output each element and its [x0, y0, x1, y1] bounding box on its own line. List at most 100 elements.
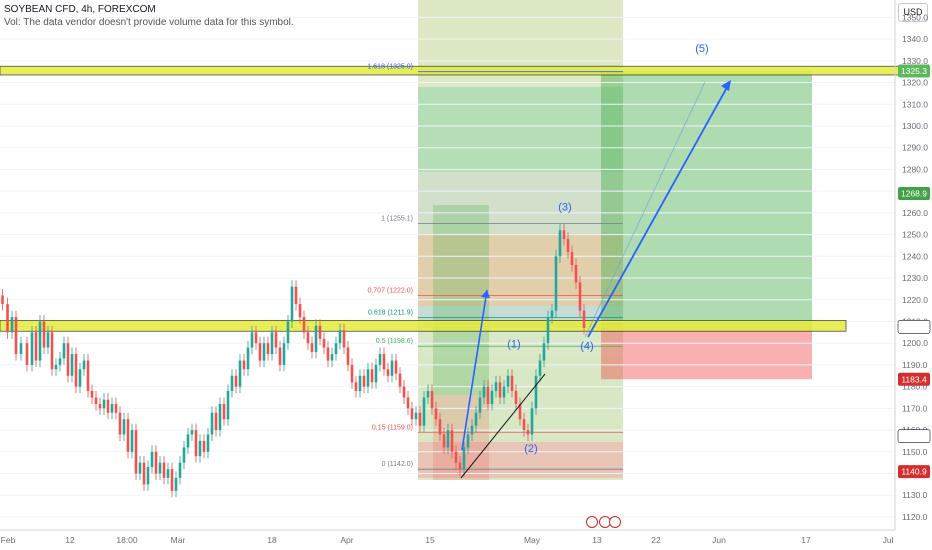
candle-body	[374, 364, 378, 383]
candle-body	[166, 469, 170, 478]
candle-body	[490, 390, 494, 405]
us-flag-icon[interactable]	[599, 516, 611, 528]
y-tick-label: 1310.0	[902, 99, 928, 109]
candle-body	[230, 375, 234, 391]
candle-body	[578, 282, 582, 311]
candle-body	[214, 412, 218, 431]
price-badge	[898, 64, 930, 78]
candle-body	[430, 390, 434, 409]
candle-body	[298, 304, 302, 318]
candle-body	[582, 310, 586, 328]
candle-body	[534, 375, 538, 409]
us-flag-icon[interactable]	[586, 516, 598, 528]
x-tick-label: 17	[801, 535, 811, 545]
candle-body	[562, 230, 566, 239]
fib-label: 0.15 (1159.0)	[372, 424, 413, 431]
fib-retracement[interactable]: 0 (1142.0) 0.15 (1159.0) 0.5 (1198.6) 0.618…	[367, 64, 623, 470]
y-tick-label: 1340.0	[902, 34, 928, 44]
candle-body	[10, 317, 14, 333]
x-tick-label: Feb	[1, 535, 16, 545]
grid	[0, 16, 895, 518]
candle-body	[110, 404, 114, 413]
candle-body	[446, 430, 450, 448]
arrow-wave5[interactable]	[587, 81, 731, 338]
candle-body	[34, 332, 38, 361]
y-tick-label: 1290.0	[902, 143, 928, 153]
candle-body	[30, 332, 34, 365]
projection-column	[418, 0, 623, 480]
candle-body	[146, 467, 150, 485]
candle-body	[42, 321, 46, 348]
candle-body	[546, 317, 550, 344]
event-flags[interactable]	[586, 516, 621, 528]
candle-body	[98, 404, 102, 409]
candle-body	[202, 440, 206, 452]
candle-body	[478, 397, 482, 413]
fib-label: 0.618 (1211.9)	[368, 309, 413, 316]
candle-body	[346, 347, 350, 365]
candle-body	[226, 390, 230, 420]
fib-label: 1 (1255.1)	[381, 216, 413, 223]
price-badge-label: 1268.9	[901, 189, 927, 199]
candle-body	[314, 325, 318, 352]
candle-body	[218, 404, 222, 431]
long-profit-zone[interactable]	[601, 71, 812, 327]
y-tick-label: 1180.0	[902, 382, 928, 392]
candle-body	[278, 347, 282, 365]
candle-body	[538, 360, 542, 376]
candle-body	[50, 332, 54, 370]
price-badge	[897, 320, 931, 334]
candle-body	[170, 469, 174, 491]
candle-body	[19, 343, 23, 355]
candle-body	[414, 412, 418, 420]
long-position-tool[interactable]	[601, 71, 812, 380]
long-stop-zone[interactable]	[601, 326, 812, 380]
fib-zone-1	[418, 234, 623, 306]
candle-body	[358, 375, 362, 391]
wave-label: (4)	[580, 341, 593, 353]
candle-body	[186, 434, 190, 448]
arrowhead-wave5	[721, 80, 731, 91]
currency-button[interactable]: USD	[898, 3, 928, 22]
wave-label: (1)	[507, 339, 520, 351]
candle-body	[14, 317, 18, 355]
x-tick-label: 18	[267, 535, 277, 545]
candle-body	[530, 408, 534, 435]
candle-body	[246, 347, 250, 370]
resistance-zone[interactable]	[0, 65, 921, 76]
candle-body	[338, 330, 342, 344]
trend-arrows[interactable]	[460, 80, 731, 479]
symbol-title[interactable]: SOYBEAN CFD, 4h, FOREXCOM	[4, 4, 156, 15]
trendline[interactable]	[460, 373, 546, 479]
candle-body	[526, 430, 530, 435]
candle-body	[286, 321, 290, 344]
y-tick-label: 1330.0	[902, 56, 928, 66]
candle-body	[130, 430, 134, 452]
y-tick-label: 1200.0	[902, 338, 928, 348]
wave-label: (5)	[695, 43, 708, 55]
arrow-wave5-alt[interactable]	[584, 81, 706, 338]
price-axis[interactable]: 1120.01130.01140.01150.01160.01170.01180…	[902, 12, 928, 522]
arrow-prior[interactable]	[461, 289, 488, 451]
support-zone[interactable]	[0, 319, 847, 332]
candle-body	[390, 360, 394, 376]
x-tick-label: 15	[425, 535, 435, 545]
candle-body	[162, 462, 166, 478]
y-tick-label: 1190.0	[902, 360, 928, 370]
candle-body	[274, 332, 278, 348]
candle-body	[74, 354, 78, 387]
us-flag-icon[interactable]	[609, 516, 621, 528]
candle-body	[474, 412, 478, 426]
candle-body	[1, 295, 4, 305]
candle-body	[382, 354, 386, 370]
fib-label: 0.5 (1198.6)	[376, 338, 413, 345]
price-badge-label: 1157.2	[901, 431, 927, 441]
time-axis[interactable]: Feb 12 18:00 Mar 18 Apr 15 May 13 22 Jun 17 Jul	[1, 535, 894, 545]
candle-body	[498, 382, 502, 398]
x-tick-label: 12	[65, 535, 75, 545]
candle-body	[318, 325, 322, 339]
candle-body	[422, 397, 426, 426]
candle-body	[482, 386, 486, 398]
candle-body	[386, 369, 390, 376]
